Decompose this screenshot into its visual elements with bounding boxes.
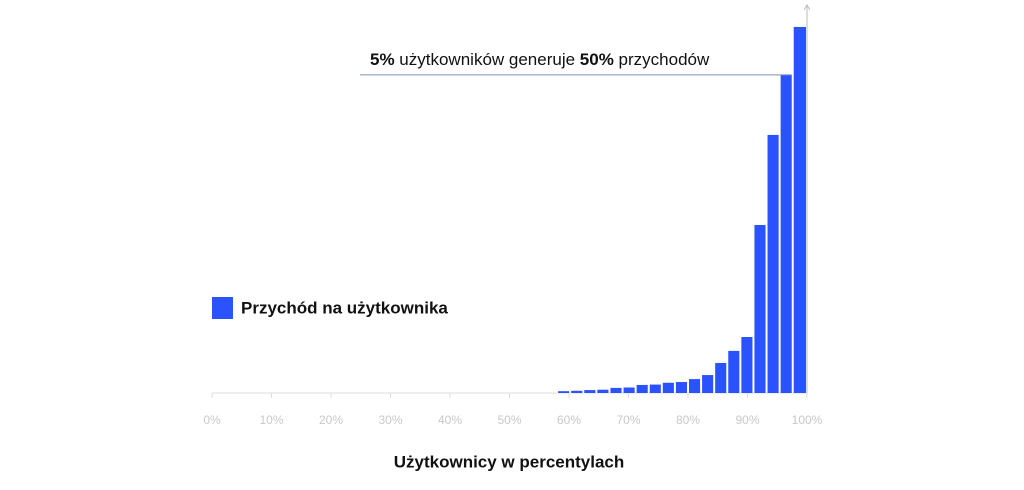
x-tick-label: 90% (735, 413, 759, 427)
x-tick-label: 20% (319, 413, 343, 427)
x-tick-label: 60% (557, 413, 581, 427)
x-tick-label: 80% (676, 413, 700, 427)
annotation-part: 5% (370, 50, 395, 69)
x-tick-label: 10% (259, 413, 283, 427)
x-tick-label: 70% (616, 413, 640, 427)
bar (571, 390, 583, 393)
x-tick-label: 0% (203, 413, 221, 427)
bar (780, 74, 792, 393)
bar (741, 336, 753, 393)
bar (662, 382, 674, 393)
bar (767, 134, 779, 393)
bar (689, 379, 701, 393)
bar (623, 387, 635, 393)
bar (636, 384, 648, 393)
x-tick-label: 40% (438, 413, 462, 427)
annotation: 5% użytkowników generuje 50% przychodów (370, 50, 710, 69)
axis-arrow (803, 4, 811, 11)
bar (728, 350, 740, 393)
bar (558, 391, 570, 393)
bar (597, 389, 609, 393)
bar (715, 362, 727, 393)
legend-label: Przychód na użytkownika (241, 298, 448, 317)
x-tick-label: 30% (378, 413, 402, 427)
bar (793, 26, 806, 393)
x-axis-label: Użytkownicy w percentylach (394, 452, 625, 471)
legend-swatch (212, 297, 233, 319)
bar (675, 382, 687, 393)
bar (584, 390, 596, 393)
x-tick-label: 50% (497, 413, 521, 427)
annotation-part: 50% (580, 50, 614, 69)
bar (702, 375, 714, 393)
bar (754, 224, 766, 393)
bar (649, 384, 661, 393)
bar (610, 387, 622, 393)
annotation-part: użytkowników generuje (395, 50, 580, 69)
x-tick-label: 100% (792, 413, 823, 427)
annotation-part: przychodów (614, 50, 710, 69)
